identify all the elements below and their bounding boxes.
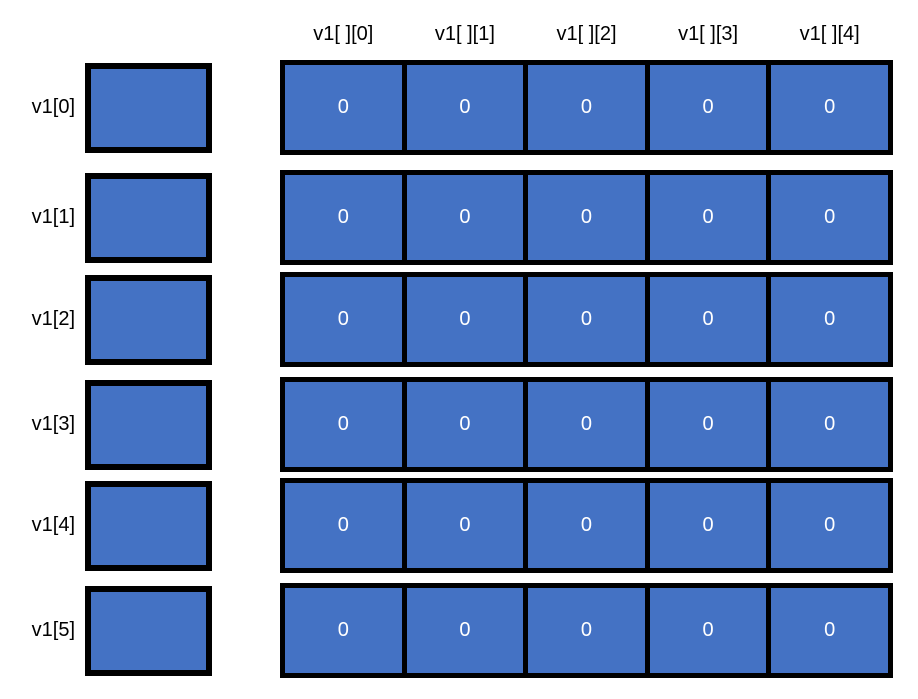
element-cell-0-3: 0: [649, 65, 767, 150]
vector-row-4: v1[4] 0 0 0 0 0: [0, 478, 918, 573]
spacer: [212, 525, 280, 526]
element-cell-2-3: 0: [649, 277, 767, 362]
element-row-2: 0 0 0 0 0: [280, 272, 893, 367]
column-header-3: v1[ ][3]: [678, 23, 739, 45]
element-row-0: 0 0 0 0 0: [280, 60, 893, 155]
spacer: [212, 107, 280, 108]
element-cell-0-4: 0: [771, 65, 888, 150]
vector-pointer-box-4: [85, 480, 212, 571]
vector-row-2: v1[2] 0 0 0 0 0: [0, 272, 918, 367]
element-row-4: 0 0 0 0 0: [280, 478, 893, 573]
element-cell-1-3: 0: [649, 175, 767, 260]
element-cell-3-3: 0: [649, 382, 767, 467]
vector-pointer-box-1: [85, 172, 212, 263]
element-cell-2-2: 0: [528, 277, 645, 362]
element-cell-0-0: 0: [285, 65, 402, 150]
element-cell-3-1: 0: [406, 382, 524, 467]
column-header-2: v1[ ][2]: [556, 23, 617, 45]
row-label-1: v1[1]: [31, 206, 75, 228]
element-cell-3-0: 0: [285, 382, 402, 467]
element-cell-2-1: 0: [406, 277, 524, 362]
spacer: [212, 319, 280, 320]
column-header-0: v1[ ][0]: [313, 23, 374, 45]
element-cell-4-3: 0: [649, 483, 767, 568]
vector-pointer-box-2: [85, 274, 212, 365]
element-row-3: 0 0 0 0 0: [280, 377, 893, 472]
row-label-5: v1[5]: [31, 619, 75, 641]
vector-row-1: v1[1] 0 0 0 0 0: [0, 170, 918, 265]
element-cell-5-3: 0: [649, 588, 767, 673]
spacer: [212, 217, 280, 218]
column-header-row: v1[ ][0] v1[ ][1] v1[ ][2] v1[ ][3] v1[ …: [280, 21, 893, 47]
element-cell-4-4: 0: [771, 483, 888, 568]
element-cell-5-2: 0: [528, 588, 645, 673]
element-cell-1-0: 0: [285, 175, 402, 260]
row-label-0: v1[0]: [31, 96, 75, 118]
element-cell-2-0: 0: [285, 277, 402, 362]
element-cell-2-4: 0: [771, 277, 888, 362]
element-cell-5-4: 0: [771, 588, 888, 673]
element-cell-5-1: 0: [406, 588, 524, 673]
element-cell-3-4: 0: [771, 382, 888, 467]
vector-pointer-box-5: [85, 585, 212, 676]
row-label-2: v1[2]: [31, 308, 75, 330]
vector-row-5: v1[5] 0 0 0 0 0: [0, 583, 918, 678]
spacer: [212, 630, 280, 631]
element-cell-5-0: 0: [285, 588, 402, 673]
element-cell-1-1: 0: [406, 175, 524, 260]
row-label-3: v1[3]: [31, 413, 75, 435]
vector-row-0: v1[0] 0 0 0 0 0: [0, 60, 918, 155]
vector-row-3: v1[3] 0 0 0 0 0: [0, 377, 918, 472]
element-cell-3-2: 0: [528, 382, 645, 467]
element-cell-4-2: 0: [528, 483, 645, 568]
column-header-1: v1[ ][1]: [434, 23, 495, 45]
element-cell-0-2: 0: [528, 65, 645, 150]
element-cell-4-0: 0: [285, 483, 402, 568]
element-cell-0-1: 0: [406, 65, 524, 150]
element-cell-1-4: 0: [771, 175, 888, 260]
column-header-4: v1[ ][4]: [799, 23, 860, 45]
row-label-4: v1[4]: [31, 514, 75, 536]
element-row-1: 0 0 0 0 0: [280, 170, 893, 265]
spacer: [212, 424, 280, 425]
vector-pointer-box-3: [85, 379, 212, 470]
element-cell-4-1: 0: [406, 483, 524, 568]
element-cell-1-2: 0: [528, 175, 645, 260]
vector-pointer-box-0: [85, 62, 212, 153]
element-row-5: 0 0 0 0 0: [280, 583, 893, 678]
